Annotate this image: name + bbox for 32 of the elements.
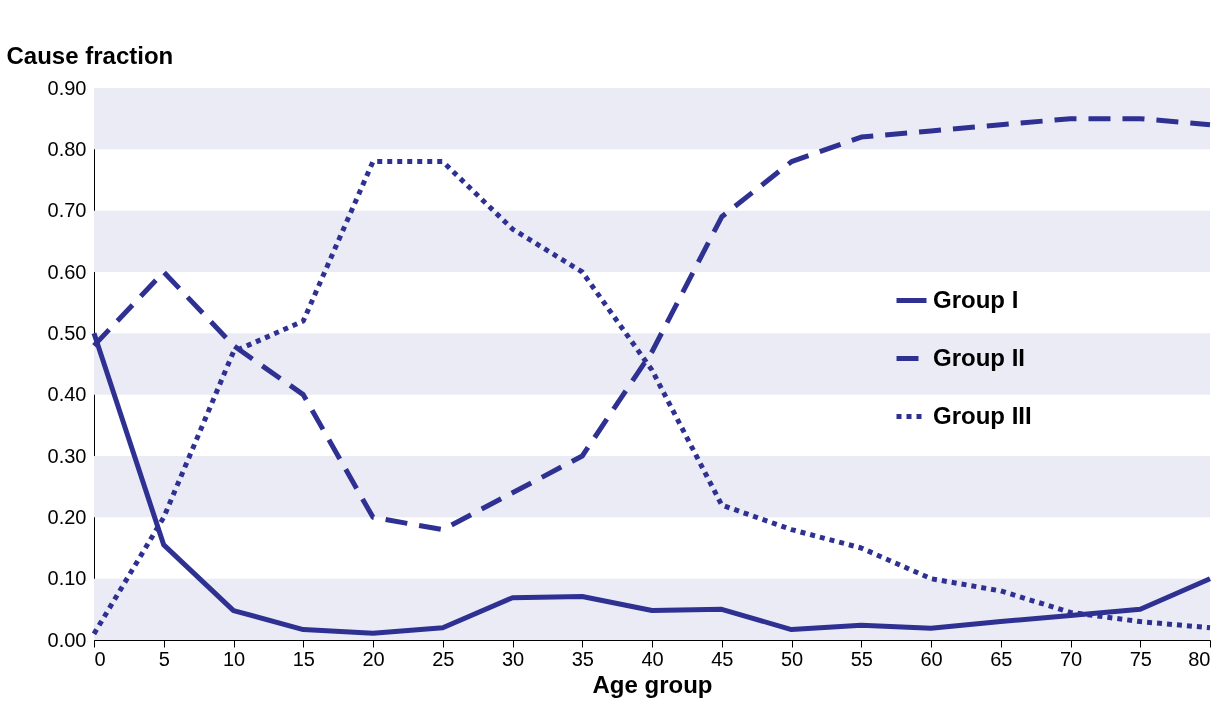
x-tick-label: 15: [292, 647, 315, 670]
x-tick-label: 60: [920, 647, 943, 670]
x-tick-label: 65: [990, 647, 1013, 670]
x-tick-label: 0: [94, 647, 106, 670]
x-tick-label: 10: [222, 647, 246, 670]
x-tick-label: 40: [641, 647, 664, 670]
y-tick-label: 0.30: [47, 444, 87, 467]
legend-label: Group III: [933, 401, 1032, 429]
x-axis-title: Age group: [592, 670, 713, 698]
y-tick-label: 0.70: [47, 199, 87, 222]
x-tick-label: 75: [1129, 647, 1152, 670]
y-tick-label: 0.60: [47, 260, 87, 283]
y-tick-label: 0.10: [47, 567, 87, 590]
x-tick-label: 5: [158, 647, 170, 670]
x-tick-label: 20: [362, 647, 385, 670]
y-axis-title: Cause fraction: [6, 41, 174, 69]
y-tick-label: 0.00: [47, 628, 87, 651]
x-tick-label: 25: [432, 647, 455, 670]
x-tick-label: 50: [780, 647, 804, 670]
legend-label: Group II: [933, 343, 1025, 371]
y-tick-label: 0.20: [47, 505, 87, 528]
x-tick-label: 70: [1059, 647, 1083, 670]
y-tick-label: 0.50: [47, 321, 87, 344]
x-tick-label: 55: [850, 647, 873, 670]
y-tick-label: 0.80: [47, 137, 87, 160]
x-tick-label: 45: [711, 647, 734, 670]
y-tick-label: 0.40: [47, 383, 87, 406]
y-tick-label: 0.90: [47, 76, 87, 99]
legend-label: Group I: [933, 285, 1019, 313]
x-tick-label: 35: [571, 647, 594, 670]
x-tick-label: 80: [1188, 647, 1211, 670]
x-tick-label: 30: [501, 647, 525, 670]
